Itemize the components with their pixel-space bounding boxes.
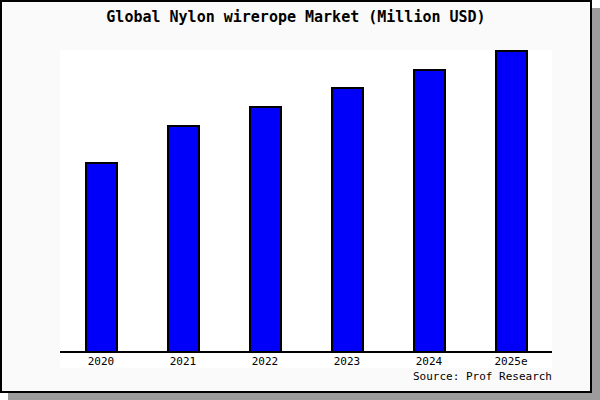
bar-2025e	[495, 50, 528, 351]
bar-slot	[142, 125, 224, 351]
chart-title: Global Nylon wirerope Market (Million US…	[2, 8, 590, 26]
bar-slot	[60, 162, 142, 351]
chart-card: Global Nylon wirerope Market (Million US…	[0, 0, 592, 393]
bar-slot	[470, 50, 552, 351]
bar-2024	[413, 69, 446, 351]
x-tick-label: 2022	[224, 356, 306, 368]
x-tick-label: 2021	[142, 356, 224, 368]
x-tick-label: 2024	[388, 356, 470, 368]
bar-slot	[306, 87, 388, 351]
bar-2021	[167, 125, 200, 351]
bar-2023	[331, 87, 364, 351]
bar-slot	[388, 69, 470, 351]
chart-image: Global Nylon wirerope Market (Million US…	[0, 0, 600, 400]
x-tick-label: 2025e	[470, 356, 552, 368]
bar-2020	[85, 162, 118, 351]
source-credit: Source: Prof Research	[413, 370, 552, 383]
bar-slot	[224, 106, 306, 351]
x-tick-label: 2023	[306, 356, 388, 368]
bars-container	[60, 50, 552, 353]
x-axis-labels: 202020212022202320242025e	[60, 353, 552, 368]
bar-2022	[249, 106, 282, 351]
x-tick-label: 2020	[60, 356, 142, 368]
plot-area: 202020212022202320242025e	[60, 50, 552, 368]
